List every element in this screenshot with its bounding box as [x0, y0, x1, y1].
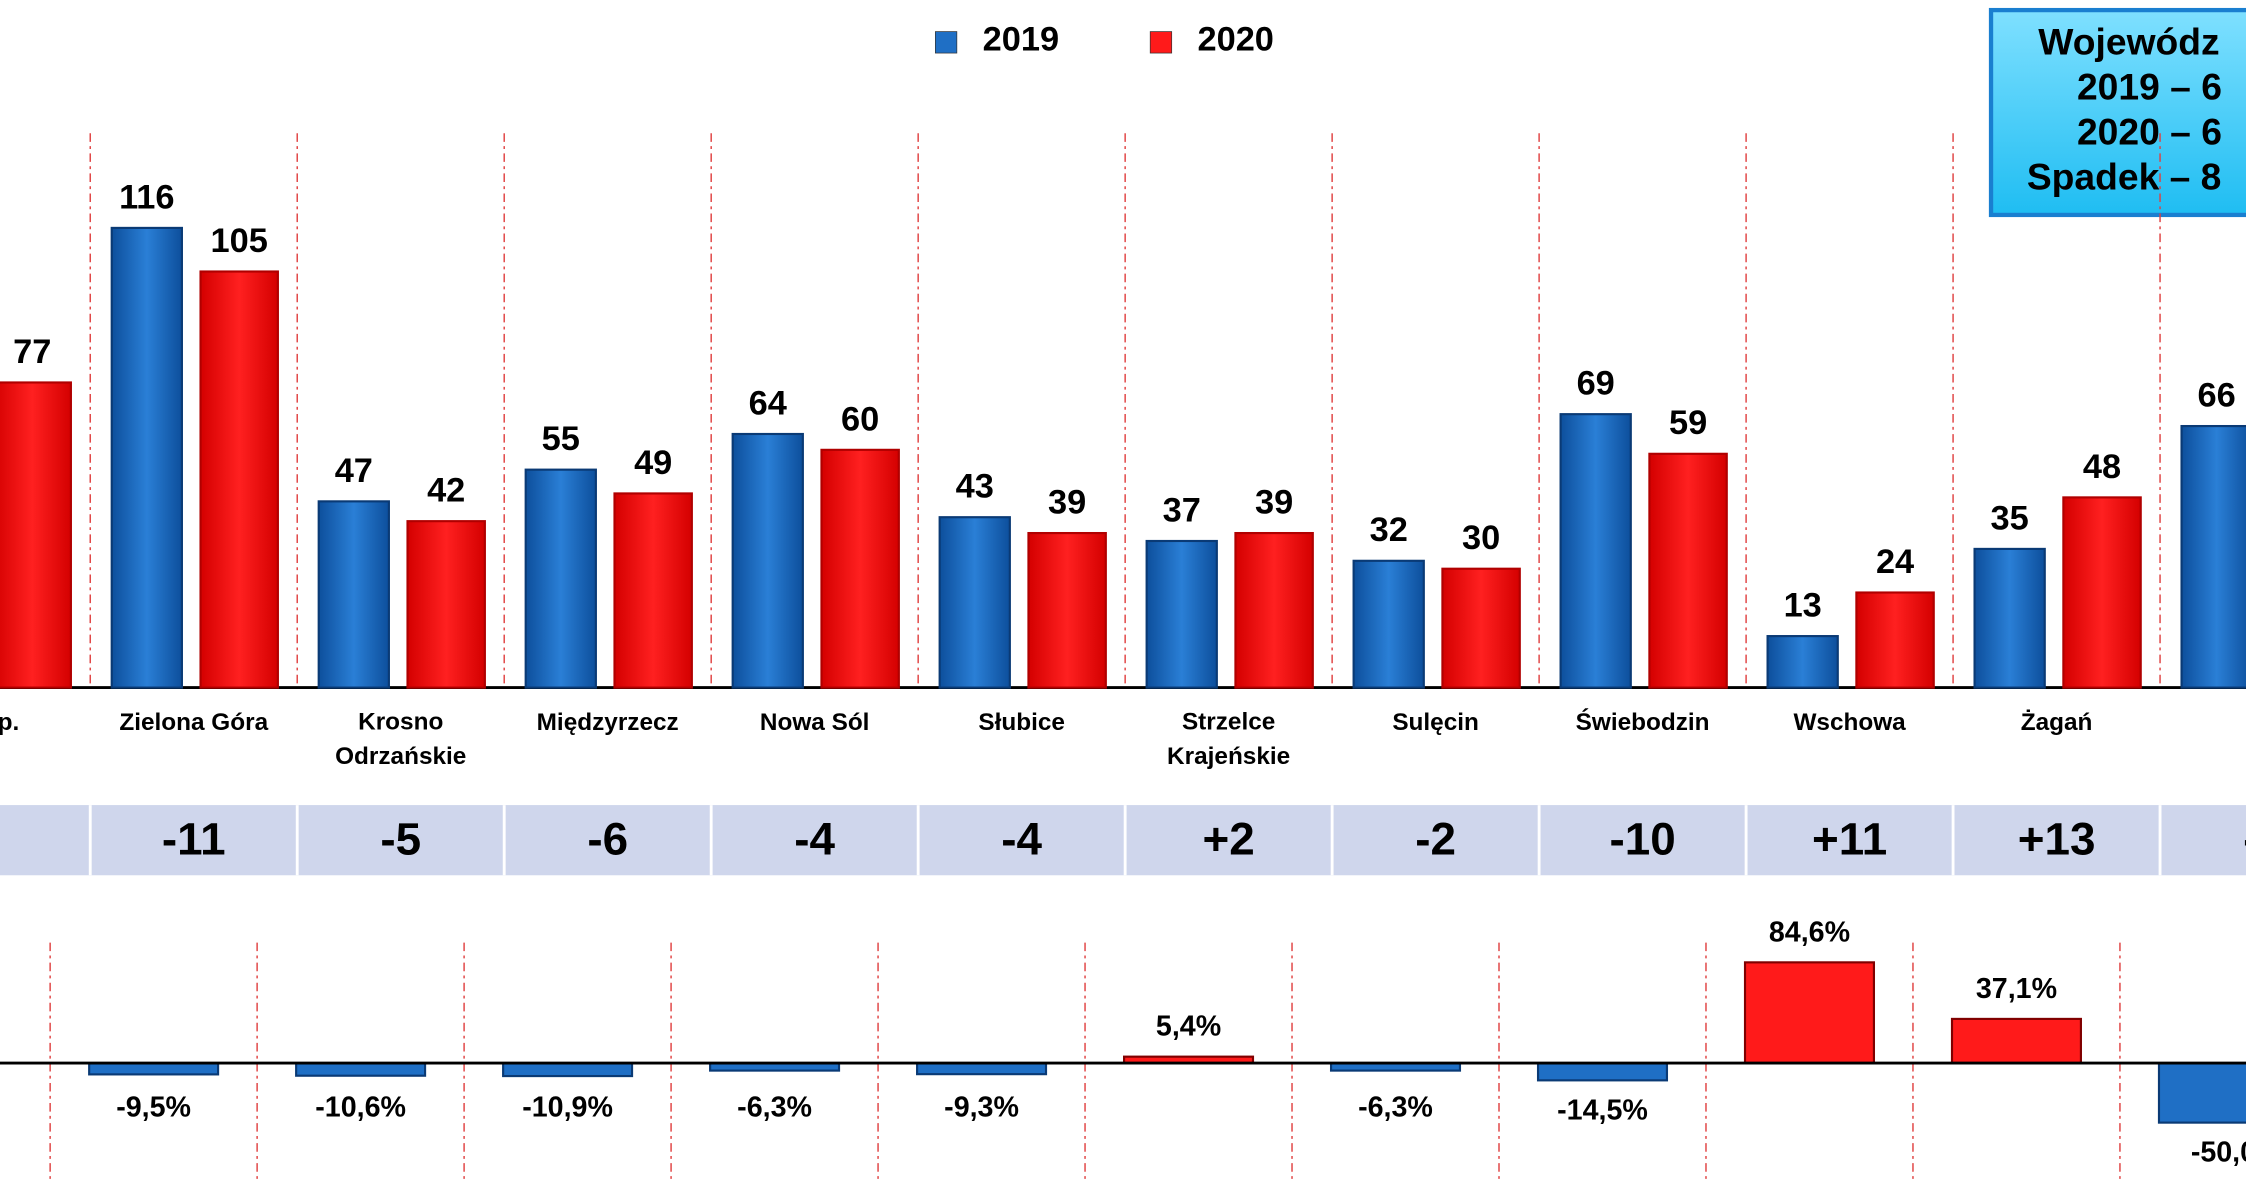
bar: [2157, 1062, 2246, 1124]
value-label: -50,0: [2191, 1137, 2246, 1169]
value-label: -6,3%: [737, 1091, 812, 1123]
info-line: 2020 – 6: [2077, 111, 2222, 153]
bar: [820, 448, 900, 689]
x-tick-label: Żagań: [2021, 709, 2093, 736]
value-label: -9,3%: [944, 1091, 1019, 1123]
bar: [1559, 413, 1632, 689]
x-tick-label: Krosno Odrzańskie: [335, 709, 466, 770]
info-line: Spadek – 8: [2027, 156, 2222, 198]
x-tick-label: Świebodzin: [1576, 708, 1710, 736]
bar: [916, 1062, 1048, 1076]
bar: [317, 500, 390, 689]
value-label: -14,5%: [1557, 1094, 1648, 1126]
bar: [1743, 961, 1876, 1065]
value-label: 84,6%: [1769, 916, 1850, 948]
bar: [1145, 539, 1218, 689]
value-label: 69: [1577, 365, 1615, 403]
difference-label: -4: [794, 813, 835, 864]
difference-label: -6: [587, 813, 628, 864]
legend-swatch: [934, 31, 958, 54]
bar: [1441, 567, 1521, 689]
value-label: 5,4%: [1156, 1011, 1221, 1043]
value-label: 24: [1876, 543, 1914, 581]
difference-label: +13: [2018, 813, 2096, 864]
bar: [199, 270, 279, 689]
legend-label: 2019: [983, 21, 1059, 59]
x-tick-label: Słubice: [978, 709, 1065, 736]
value-label: 39: [1048, 483, 1086, 521]
info-box: [1988, 7, 2246, 218]
value-label: 30: [1462, 519, 1500, 557]
value-label: 39: [1255, 483, 1293, 521]
difference-label: -4: [1001, 813, 1042, 864]
bar: [0, 381, 72, 689]
legend-swatch: [1149, 31, 1173, 54]
x-tick-label: Strzelce Krajeńskie: [1167, 709, 1290, 770]
bar: [1536, 1062, 1669, 1082]
difference-label: -2: [1415, 813, 1456, 864]
value-label: 42: [427, 472, 465, 510]
bar: [2062, 496, 2142, 689]
info-line: Wojewódz: [2038, 20, 2219, 62]
value-label: -10,9%: [522, 1091, 613, 1123]
difference-label: -3: [2243, 813, 2246, 864]
value-label: 13: [1784, 587, 1822, 625]
bar: [1352, 559, 1425, 689]
bar: [2180, 424, 2246, 689]
value-label: 105: [211, 222, 268, 260]
difference-label: -10: [1609, 813, 1675, 864]
bar: [1855, 591, 1935, 689]
difference-band: [0, 805, 2246, 876]
value-label: -9,5%: [116, 1091, 191, 1123]
value-label: -6,3%: [1358, 1091, 1433, 1123]
x-tick-label: Wlkp.: [0, 709, 19, 736]
bar: [1027, 531, 1107, 689]
bar: [731, 432, 804, 689]
x-tick-label: Sulęcin: [1392, 709, 1479, 736]
x-tick-label: Międzyrzecz: [537, 709, 679, 736]
bar: [1648, 452, 1728, 689]
bar: [1950, 1017, 2082, 1065]
value-label: 43: [956, 468, 994, 506]
value-label: 59: [1669, 404, 1707, 442]
bar: [88, 1062, 220, 1076]
bar: [1234, 531, 1314, 689]
value-label: 77: [13, 333, 51, 371]
difference-label: +2: [1203, 813, 1255, 864]
value-label: 37,1%: [1976, 973, 2057, 1005]
x-tick-label: Wschowa: [1793, 709, 1906, 736]
bar: [406, 520, 486, 689]
bar: [938, 516, 1011, 689]
value-label: 66: [2198, 376, 2236, 414]
bar: [110, 226, 183, 689]
bar: [1766, 635, 1839, 689]
value-label: 48: [2083, 448, 2121, 486]
value-label: 49: [634, 444, 672, 482]
value-label: 32: [1370, 511, 1408, 549]
value-label: 60: [841, 400, 879, 438]
value-label: 35: [1991, 499, 2029, 537]
difference-label: +11: [1812, 813, 1887, 864]
x-tick-label: Nowa Sól: [760, 709, 870, 736]
x-tick-label: Zielona Góra: [119, 709, 268, 736]
value-label: 37: [1163, 491, 1201, 529]
difference-label: -5: [380, 813, 421, 864]
value-label: 55: [542, 420, 580, 458]
bar: [613, 492, 693, 689]
bar: [524, 468, 597, 689]
bar: [502, 1062, 634, 1078]
info-line: 2019 – 6: [2077, 65, 2222, 107]
value-label: 47: [335, 452, 373, 490]
value-label: -10,6%: [315, 1091, 406, 1123]
difference-label: -11: [162, 813, 226, 864]
value-label: 64: [749, 384, 787, 422]
value-label: 116: [119, 178, 174, 216]
bar: [295, 1062, 427, 1077]
bar: [1973, 547, 2046, 689]
legend-label: 2020: [1197, 21, 1273, 59]
